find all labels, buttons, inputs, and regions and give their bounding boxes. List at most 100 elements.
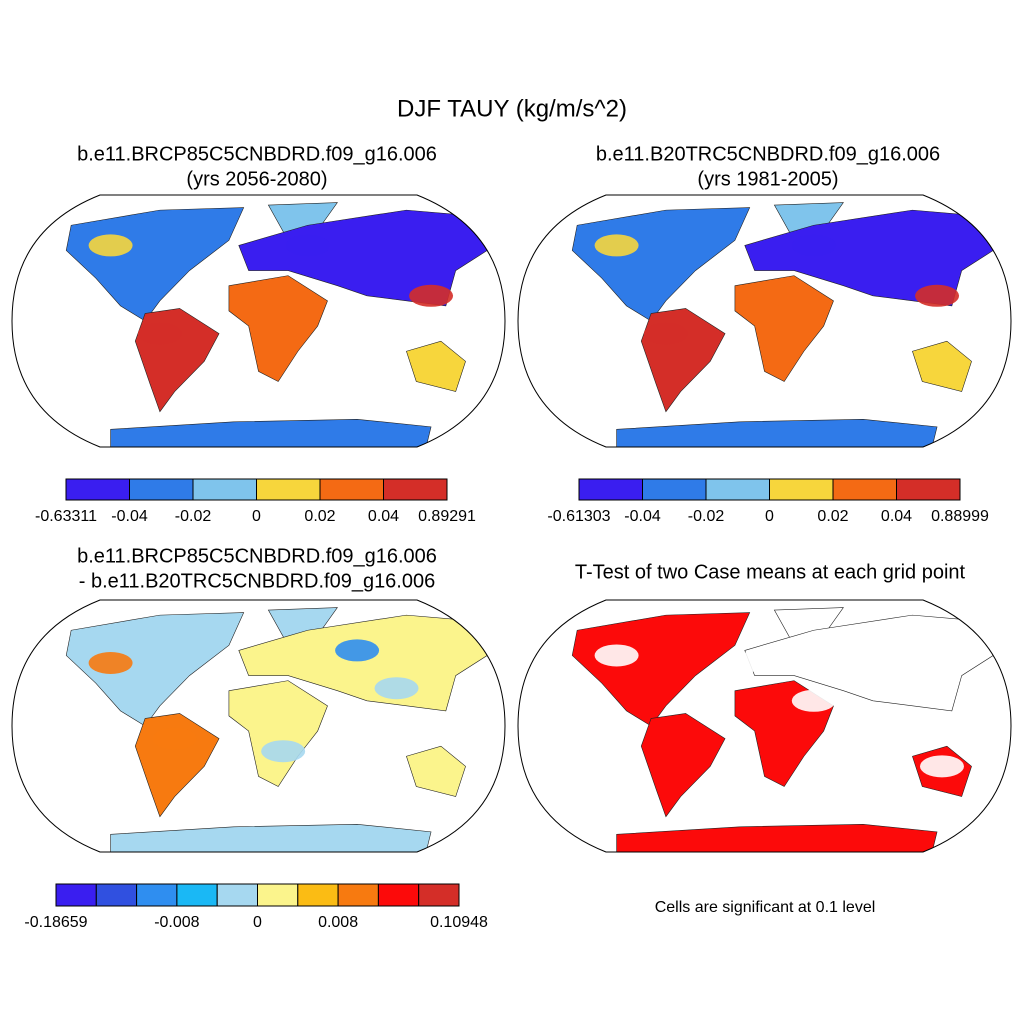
continent	[640, 713, 726, 818]
colorbar-label: 0.02	[304, 508, 335, 525]
field-patch	[643, 322, 688, 345]
colorbar-box	[55, 883, 97, 907]
field-patch	[791, 234, 836, 257]
panel-title: (yrs 2056-2080)	[186, 168, 327, 190]
continent	[912, 340, 972, 392]
map	[517, 599, 1012, 853]
field-patch	[717, 652, 762, 674]
continent	[228, 275, 328, 382]
continent	[110, 823, 432, 852]
colorbar-box	[319, 478, 384, 501]
colorbar-box	[642, 478, 707, 501]
panel-title: (yrs 1981-2005)	[697, 168, 838, 190]
map-outline	[517, 194, 1012, 448]
colorbar-box	[136, 883, 178, 907]
continent	[734, 275, 834, 382]
field-patch	[831, 644, 876, 667]
field-patch	[791, 689, 836, 712]
field-patch	[915, 284, 960, 307]
colorbar-label: 0.10948	[430, 914, 488, 931]
panel-title: b.e11.B20TRC5CNBDRD.f09_g16.006	[596, 143, 940, 165]
map-outline	[11, 599, 506, 853]
colorbar-label: 0.02	[817, 508, 848, 525]
field-patch	[285, 234, 330, 257]
continent	[134, 308, 220, 413]
colorbar-label: -0.02	[175, 508, 212, 525]
colorbar-box	[176, 883, 218, 907]
colorbar-box	[192, 478, 257, 501]
colorbar-label: 0	[253, 914, 262, 931]
colorbar-label: -0.04	[624, 508, 661, 525]
colorbar-box	[896, 478, 961, 501]
continent	[65, 207, 245, 322]
field-patch	[137, 322, 182, 345]
colorbar-box	[129, 478, 194, 501]
colorbar-label: 0.88999	[931, 508, 989, 525]
field-patch	[88, 652, 133, 674]
colorbar-box	[769, 478, 834, 501]
continent	[571, 207, 751, 322]
continent	[571, 612, 751, 727]
continent	[616, 418, 938, 447]
continent	[406, 340, 466, 392]
colorbar-box	[337, 883, 379, 907]
continent	[65, 612, 245, 727]
colorbar-label: -0.04	[111, 508, 148, 525]
colorbar-box	[418, 883, 460, 907]
colorbar-box	[257, 883, 299, 907]
field-patch	[152, 727, 197, 750]
continent	[406, 745, 466, 797]
field-patch	[919, 755, 964, 778]
colorbar-box	[377, 883, 420, 907]
field-patch	[88, 234, 133, 257]
land	[65, 607, 496, 852]
colorbar-box	[832, 478, 897, 501]
panel-title: - b.e11.B20TRC5CNBDRD.f09_g16.006	[79, 570, 435, 592]
continent	[744, 614, 1002, 712]
continent	[238, 209, 496, 307]
land	[571, 202, 1002, 447]
field-patch	[261, 284, 306, 307]
colorbar-label: 0.89291	[418, 508, 476, 525]
land	[571, 607, 1002, 852]
colorbar-label: -0.18659	[24, 914, 87, 931]
colorbar-box	[705, 478, 770, 501]
continent	[110, 418, 432, 447]
colorbar-label: 0	[252, 508, 261, 525]
continent	[228, 680, 328, 787]
colorbar-label: -0.63311	[35, 508, 97, 525]
field-patch	[594, 234, 639, 257]
map-outline	[517, 599, 1012, 853]
continent	[238, 614, 496, 712]
colorbar-box	[95, 883, 138, 907]
panel-title: T-Test of two Case means at each grid po…	[575, 561, 966, 583]
field-patch	[409, 284, 454, 307]
field-patch	[335, 639, 380, 662]
field-patch	[261, 740, 306, 763]
colorbar-label: -0.61303	[547, 508, 610, 525]
colorbar-label: -0.008	[154, 914, 199, 931]
field-patch	[594, 644, 639, 667]
map-outline	[11, 194, 506, 448]
colorbar-box	[578, 478, 643, 501]
panel-title: b.e11.BRCP85C5CNBDRD.f09_g16.006	[77, 545, 437, 567]
continent	[616, 823, 938, 852]
colorbar-label: -0.02	[688, 508, 725, 525]
colorbar-label: 0.04	[368, 508, 399, 525]
map	[11, 599, 506, 853]
field-patch	[767, 284, 812, 307]
panel-title: b.e11.BRCP85C5CNBDRD.f09_g16.006	[77, 143, 437, 165]
colorbar-box	[65, 478, 130, 501]
figure-title: DJF TAUY (kg/m/s^2)	[397, 95, 627, 122]
map	[11, 194, 506, 448]
field-patch	[374, 677, 419, 700]
colorbar-box	[216, 883, 258, 907]
colorbar-box	[256, 478, 321, 501]
continent	[640, 308, 726, 413]
panel-note: Cells are significant at 0.1 level	[655, 899, 876, 916]
colorbar-label: 0.04	[881, 508, 912, 525]
continent	[744, 209, 1002, 307]
map	[517, 194, 1012, 448]
colorbar-label: 0.008	[318, 914, 358, 931]
